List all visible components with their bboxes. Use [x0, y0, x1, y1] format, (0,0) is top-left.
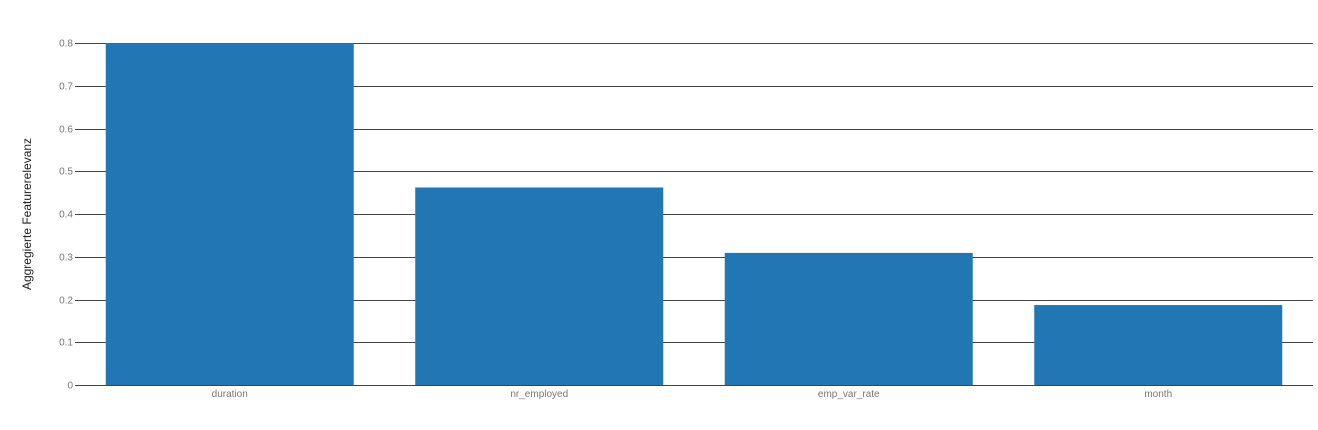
y-tick-label-5: 0.5 — [59, 167, 73, 178]
x-tick-label-month: month — [1144, 389, 1172, 400]
y-tick-label-7: 0.7 — [59, 82, 73, 93]
x-tick-label-duration: duration — [212, 389, 248, 400]
y-tick-label-1: 0.1 — [59, 338, 73, 349]
bar-nr-employed — [415, 187, 664, 385]
y-axis-title: Aggregierte Featurerelevanz — [20, 138, 34, 290]
y-tick-label-3: 0.3 — [59, 253, 73, 264]
bar-emp-var-rate — [724, 252, 973, 385]
x-tick-label-emp-var-rate: emp_var_rate — [818, 389, 880, 400]
y-tick-label-0: 0 — [67, 381, 73, 392]
bar-month — [1034, 305, 1283, 385]
y-tick-label-2: 0.2 — [59, 296, 73, 307]
y-tick-label-8: 0.8 — [59, 39, 73, 50]
x-tick-label-nr-employed: nr_employed — [510, 389, 568, 400]
bar-duration — [105, 43, 354, 385]
y-tick-label-4: 0.4 — [59, 210, 73, 221]
bars — [105, 43, 1283, 385]
y-tick-label-6: 0.6 — [59, 125, 73, 136]
tick-labels: 0 0.1 0.2 0.3 0.4 0.5 0.6 0.7 0.8 duration nr_empl… — [59, 39, 1172, 401]
